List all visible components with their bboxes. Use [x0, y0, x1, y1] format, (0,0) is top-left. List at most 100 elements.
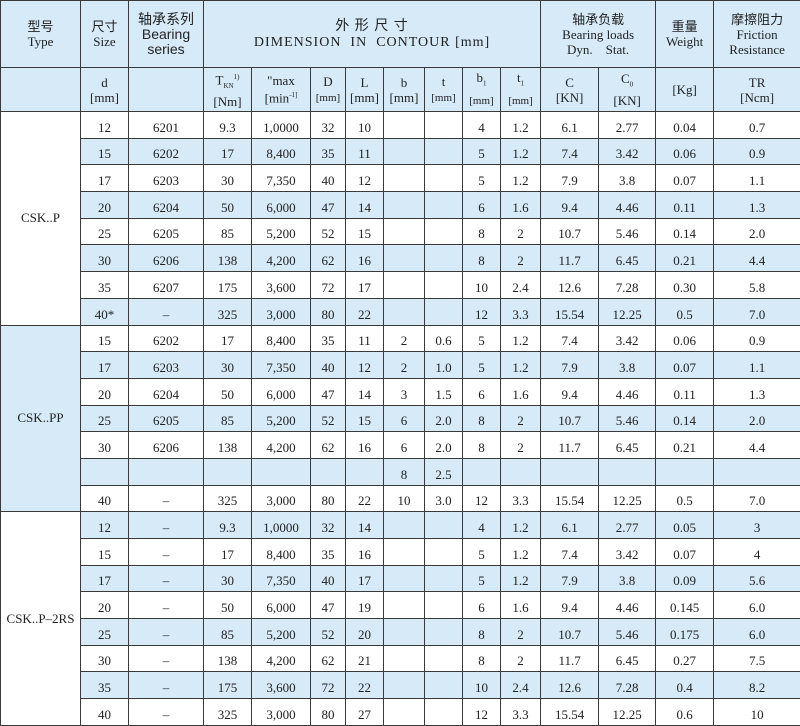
L-cell: 21 — [346, 645, 384, 672]
tkn-cell: 17 — [204, 325, 252, 352]
type-cell: CSK..PP — [1, 325, 81, 512]
unit-t1: t1[mm] — [501, 68, 541, 112]
D-cell: 80 — [311, 485, 346, 512]
unit-t: t[mm] — [425, 68, 463, 112]
D-cell: 72 — [311, 672, 346, 699]
b-cell — [384, 112, 425, 139]
C0-cell: 5.46 — [599, 218, 656, 245]
b1-cell: 10 — [463, 672, 501, 699]
D-cell: 40 — [311, 165, 346, 192]
D-cell: 35 — [311, 138, 346, 165]
tkn-sup: 1) — [234, 73, 240, 81]
weight-cell: 0.27 — [656, 645, 714, 672]
tkn-cell: 17 — [204, 138, 252, 165]
TR-cell: 1.1 — [714, 352, 800, 379]
L-cell: 20 — [346, 619, 384, 646]
D-unit: [mm] — [316, 92, 340, 104]
b-cell: 6 — [384, 432, 425, 459]
b-cell — [384, 245, 425, 272]
TR-cell: 1.3 — [714, 192, 800, 219]
L-cell: 17 — [346, 272, 384, 299]
b1-cell: 8 — [463, 619, 501, 646]
size-cell: 25 — [81, 218, 129, 245]
nmax-cell: 3,600 — [252, 272, 311, 299]
size-cell: 25 — [81, 619, 129, 646]
nmax-cell: 7,350 — [252, 165, 311, 192]
b1-cell: 8 — [463, 245, 501, 272]
b1-cell: 12 — [463, 298, 501, 325]
type-cn: 型号 — [27, 19, 53, 34]
L-cell: 16 — [346, 432, 384, 459]
D-cell: 32 — [311, 112, 346, 139]
type-cell: CSK..P — [1, 112, 81, 326]
nmax-cell: 1,0000 — [252, 112, 311, 139]
L-cell: 14 — [346, 192, 384, 219]
units-series — [129, 68, 204, 112]
L-cell: 11 — [346, 138, 384, 165]
L-cell: 16 — [346, 245, 384, 272]
tkn-cell: 85 — [204, 619, 252, 646]
C-cell: 11.7 — [541, 245, 599, 272]
series-cell — [129, 458, 204, 485]
b1-cell: 5 — [463, 539, 501, 566]
b-cell — [384, 218, 425, 245]
TR-cell: 7.0 — [714, 298, 800, 325]
weight-cell: 0.11 — [656, 378, 714, 405]
loads-sub: Dyn. Stat. — [567, 42, 629, 57]
C0-cell: 12.25 — [599, 485, 656, 512]
D-cell: 35 — [311, 325, 346, 352]
TR-cell: 3 — [714, 512, 800, 539]
b1-unit: [mm] — [469, 95, 493, 107]
series-cell: 6206 — [129, 245, 204, 272]
C-cell: 15.54 — [541, 298, 599, 325]
L-cell: 22 — [346, 672, 384, 699]
b1-cell: 12 — [463, 699, 501, 726]
TR-cell: 7.5 — [714, 645, 800, 672]
TR-cell: 7.0 — [714, 485, 800, 512]
unit-L: L[mm] — [346, 68, 384, 112]
size-cell: 30 — [81, 245, 129, 272]
weight-cell: 0.07 — [656, 165, 714, 192]
b1-cell: 5 — [463, 165, 501, 192]
series-cell: – — [129, 645, 204, 672]
TR-cell: 0.7 — [714, 112, 800, 139]
weight-cell: 0.21 — [656, 245, 714, 272]
t-cell: 2.0 — [425, 432, 463, 459]
b-cell — [384, 272, 425, 299]
t1-cell: 2 — [501, 619, 541, 646]
tkn-cell: 50 — [204, 192, 252, 219]
t-cell — [425, 218, 463, 245]
t-cell — [425, 298, 463, 325]
t-cell — [425, 619, 463, 646]
C-cell: 6.1 — [541, 112, 599, 139]
C-cell: 7.9 — [541, 565, 599, 592]
TR-cell: 4.4 — [714, 432, 800, 459]
nmax-cell — [252, 458, 311, 485]
size-cell: 30 — [81, 645, 129, 672]
D-cell: 32 — [311, 512, 346, 539]
b-cell — [384, 672, 425, 699]
size-cell — [81, 458, 129, 485]
unit-nmax: "max[min-1] — [252, 68, 311, 112]
b-cell: 2 — [384, 352, 425, 379]
b-cell: 6 — [384, 405, 425, 432]
C-cell: 10.7 — [541, 218, 599, 245]
nmax-cell: 3,000 — [252, 298, 311, 325]
D-cell: 47 — [311, 192, 346, 219]
t1-cell — [501, 458, 541, 485]
C0-cell: 7.28 — [599, 272, 656, 299]
C0-cell: 3.42 — [599, 325, 656, 352]
TR-cell: 5.8 — [714, 272, 800, 299]
size-cell: 15 — [81, 325, 129, 352]
